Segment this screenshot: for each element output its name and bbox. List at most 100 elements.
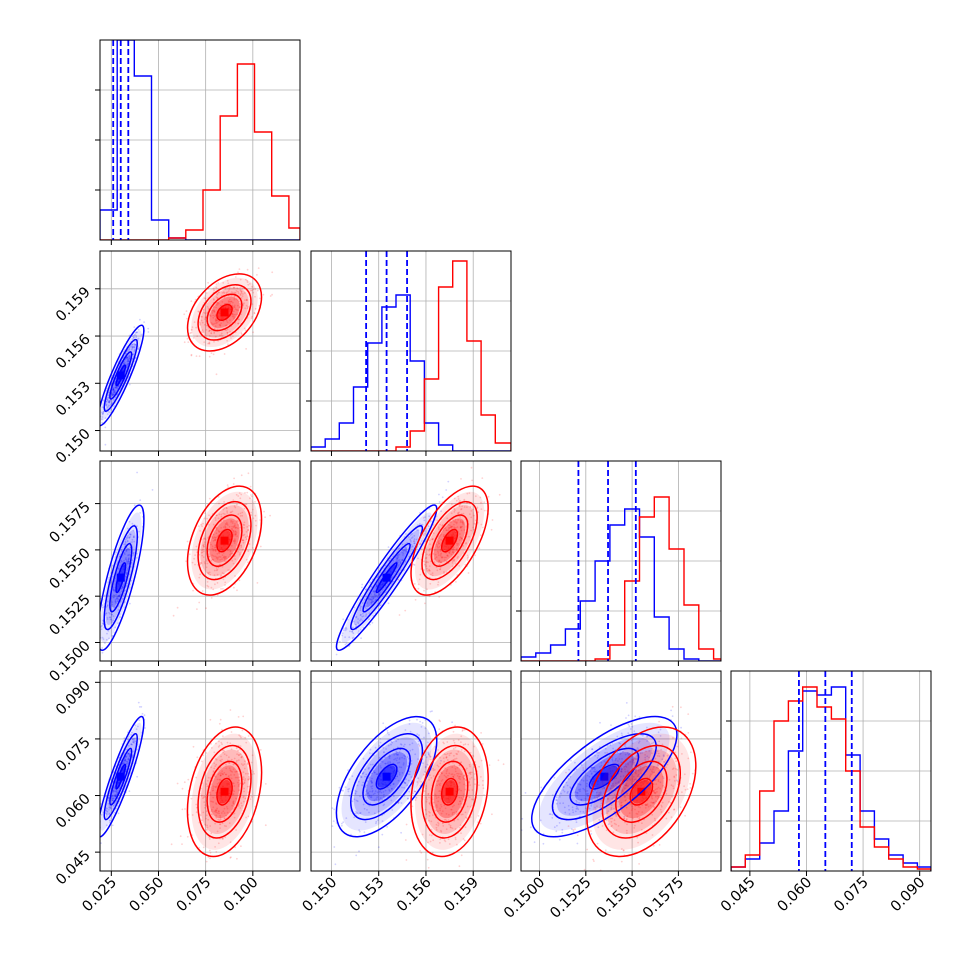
sample-point (206, 828, 208, 831)
sample-point (128, 353, 131, 356)
sample-point (639, 752, 641, 755)
sample-point (375, 822, 377, 825)
sample-point (613, 808, 615, 810)
sample-point (386, 826, 388, 828)
sample-point (458, 504, 461, 506)
sample-point (232, 562, 235, 565)
sample-point (229, 300, 232, 303)
sample-point (626, 832, 628, 834)
sample-point (373, 771, 376, 774)
sample-point (624, 753, 627, 756)
sample-point (231, 304, 234, 307)
sample-point (420, 540, 423, 542)
sample-point (590, 766, 592, 769)
sample-point (419, 523, 421, 525)
sample-point (469, 773, 472, 776)
sample-point (633, 761, 635, 764)
sample-point (256, 582, 259, 584)
sample-point (402, 745, 405, 748)
sample-point (219, 814, 222, 817)
sample-point (576, 807, 579, 809)
sample-point (108, 401, 111, 404)
sample-point (389, 557, 392, 560)
sample-point (218, 778, 221, 781)
sample-point (377, 846, 380, 849)
sample-point (362, 612, 364, 615)
sample-point (213, 775, 216, 777)
sample-point (128, 348, 131, 350)
sample-point (126, 560, 129, 563)
sample-point (452, 775, 455, 778)
sample-point (472, 526, 474, 529)
sample-point (242, 548, 244, 551)
sample-point (614, 813, 617, 816)
sample-point (241, 295, 244, 297)
sample-point (201, 549, 203, 552)
sample-point (575, 768, 578, 770)
sample-point (438, 596, 441, 598)
sample-point (227, 556, 230, 559)
sample-point (398, 553, 401, 556)
sample-point (619, 742, 622, 745)
sample-point (382, 795, 385, 798)
sample-point (112, 799, 114, 802)
sample-point (427, 561, 429, 564)
sample-point (445, 529, 448, 532)
sample-point (658, 740, 661, 743)
sample-point (225, 291, 228, 294)
sample-point (227, 569, 230, 571)
sample-point (131, 738, 134, 741)
sample-point (471, 771, 473, 774)
sample-point (657, 731, 660, 734)
sample-point (440, 812, 443, 815)
sample-point (217, 782, 220, 784)
sample-point (560, 792, 562, 795)
sample-point (422, 773, 425, 776)
sample-point (451, 721, 453, 724)
sample-point (222, 749, 225, 752)
sample-point (642, 734, 644, 737)
sample-point (618, 758, 621, 760)
sample-point (109, 408, 112, 411)
sample-point (113, 606, 116, 609)
sample-point (479, 822, 482, 825)
sample-point (354, 790, 357, 792)
sample-point (243, 292, 246, 294)
sample-point (448, 521, 451, 523)
sample-point (427, 752, 430, 755)
sample-point (397, 770, 399, 772)
sample-point (633, 757, 636, 760)
sample-point (134, 331, 137, 334)
sample-point (593, 860, 595, 862)
sample-point (646, 803, 649, 805)
sample-point (237, 754, 240, 757)
sample-point (430, 777, 433, 779)
sample-point (445, 756, 448, 759)
sample-point (607, 810, 609, 812)
sample-point (130, 743, 133, 746)
sample-point (222, 519, 225, 522)
sample-point (218, 530, 220, 533)
sample-point (648, 777, 651, 779)
sample-point (227, 300, 230, 302)
sample-point (453, 526, 455, 529)
sample-point (671, 768, 674, 770)
sample-point (233, 304, 236, 307)
sample-point (371, 595, 374, 598)
sample-point (215, 514, 218, 517)
sample-point (202, 522, 204, 525)
sample-point (414, 790, 417, 793)
sample-point (402, 550, 405, 552)
sample-point (597, 795, 600, 797)
sample-point (465, 816, 467, 819)
sample-point (482, 784, 484, 786)
sample-point (220, 755, 222, 758)
sample-point (210, 332, 213, 334)
sample-point (233, 477, 236, 480)
sample-point (235, 797, 238, 800)
sample-point (356, 784, 359, 787)
sample-point (195, 803, 198, 806)
sample-point (390, 582, 393, 585)
sample-point (656, 766, 658, 769)
sample-point (233, 539, 236, 542)
